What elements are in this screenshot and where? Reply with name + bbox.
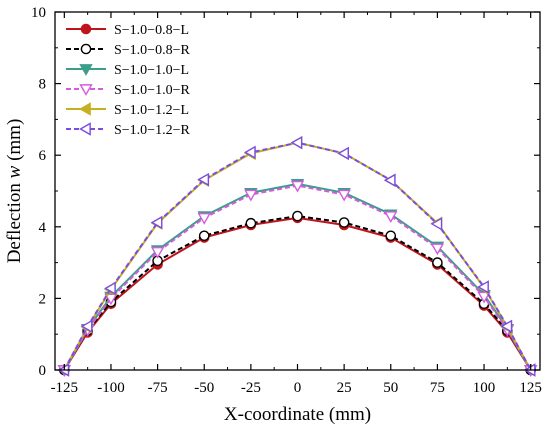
data-point [197, 172, 210, 187]
data-point [432, 257, 443, 268]
data-point [290, 180, 305, 193]
legend-marker [80, 23, 92, 35]
data-point [385, 230, 397, 242]
data-point [150, 215, 163, 230]
data-point [244, 189, 258, 202]
legend: S−1.0−0.8−L S−1.0−0.8−R S−1.0−1.0−L S−1.0−1… [66, 23, 190, 138]
x-tick-label: 125 [519, 380, 542, 396]
legend-label: S−1.0−1.0−R [114, 83, 190, 98]
legend-marker [79, 64, 93, 76]
x-tick-label: -75 [148, 380, 168, 396]
data-point [198, 230, 210, 242]
x-tick-label: 25 [337, 380, 352, 396]
data-point [384, 211, 398, 223]
y-tick-label: 0 [39, 363, 47, 379]
data-point [80, 319, 93, 334]
legend-label: S−1.0−1.2−R [114, 123, 190, 138]
data-point [104, 293, 118, 306]
data-point [383, 173, 396, 187]
legend-marker [80, 43, 92, 55]
legend-marker [79, 84, 93, 96]
x-tick-label: 100 [473, 380, 496, 396]
data-point [104, 281, 116, 296]
data-point [290, 135, 303, 150]
x-axis-label: X-coordinate (mm) [224, 404, 371, 425]
data-point [197, 213, 211, 225]
legend-label: S−1.0−0.8−L [114, 23, 189, 38]
x-tick-label: -50 [194, 380, 214, 396]
legend-item: S−1.0−1.2−L [66, 102, 189, 118]
data-point [430, 217, 443, 231]
x-tick-label: -125 [51, 380, 79, 396]
series-line [63, 215, 532, 371]
y-axis-label-prefix: Deflection [4, 178, 25, 263]
x-tick-label: 75 [430, 380, 445, 396]
legend-marker [79, 122, 91, 136]
legend-item: S−1.0−1.0−L [66, 63, 189, 78]
data-point [338, 217, 350, 228]
y-tick-label: 8 [39, 77, 47, 93]
series-6 [57, 135, 536, 377]
x-tick-label: -25 [241, 380, 261, 396]
x-tick-label: 50 [383, 380, 398, 396]
legend-item: S−1.0−0.8−R [66, 43, 190, 58]
axis-ticks: -125 -100 -75 -50 -25 0 25 50 75 100 125 0 2 4 6 8 10 [31, 5, 542, 396]
y-tick-label: 10 [31, 5, 46, 21]
y-tick-label: 2 [39, 291, 47, 307]
series-2 [59, 210, 536, 376]
data-point [500, 319, 513, 334]
plot-area [57, 135, 538, 377]
y-axis-label-variable: w [4, 165, 25, 178]
x-tick-label: -100 [97, 380, 125, 396]
data-point [430, 243, 445, 256]
data-point [477, 280, 489, 294]
series-4 [57, 180, 538, 377]
series-5 [57, 135, 536, 377]
x-tick-label: 0 [294, 380, 302, 396]
legend-item: S−1.0−1.0−R [66, 83, 190, 98]
series-1 [59, 212, 536, 376]
legend-marker [79, 102, 91, 116]
data-point [150, 247, 165, 259]
legend-item: S−1.0−1.2−R [66, 122, 190, 138]
data-point [292, 210, 303, 222]
y-axis-label-suffix: (mm) [4, 119, 25, 166]
data-point [337, 189, 351, 202]
data-point [243, 145, 256, 160]
data-point [245, 217, 257, 229]
data-point [337, 146, 349, 161]
legend-label: S−1.0−0.8−R [114, 43, 190, 58]
legend-label: S−1.0−1.0−L [114, 63, 189, 78]
y-tick-label: 4 [39, 220, 47, 236]
y-tick-label: 6 [39, 148, 47, 164]
legend-item: S−1.0−0.8−L [66, 23, 189, 38]
data-point [477, 291, 491, 304]
y-axis-label: Deflection w (mm) [4, 119, 25, 264]
legend-label: S−1.0−1.2−L [114, 103, 189, 118]
series-line [63, 216, 532, 371]
